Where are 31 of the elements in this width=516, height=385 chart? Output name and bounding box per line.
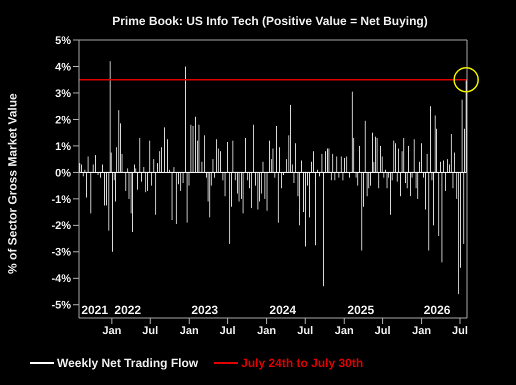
x2-tick-label: 2025 bbox=[347, 303, 374, 317]
y-tick-label: -1% bbox=[51, 194, 72, 206]
x2-tick-label: 2021 bbox=[81, 303, 108, 317]
y-tick-label: 2% bbox=[55, 114, 72, 126]
y-tick-label: -4% bbox=[51, 273, 72, 286]
y-tick-label: -3% bbox=[51, 246, 72, 259]
x-tick-label: Jan bbox=[257, 324, 276, 337]
x-tick-label: Jul bbox=[452, 324, 468, 337]
y-tick-label: -2% bbox=[51, 220, 72, 232]
y-axis-title: % of Sector Gross Market Value bbox=[5, 92, 20, 274]
x-tick-label: Jul bbox=[297, 324, 314, 337]
x-tick-label: Jul bbox=[374, 324, 391, 337]
y-tick-label: 5% bbox=[55, 34, 72, 47]
chart-title: Prime Book: US Info Tech (Positive Value = Net Buying) bbox=[111, 14, 429, 28]
x-tick-label: Jul bbox=[142, 324, 158, 337]
legend-label: July 24th to July 30th bbox=[241, 356, 364, 370]
y-tick-label: -5% bbox=[51, 300, 72, 312]
y-tick-label: 0% bbox=[55, 167, 72, 180]
y-tick-label: 1% bbox=[55, 140, 72, 153]
x2-tick-label: 2026 bbox=[424, 303, 451, 317]
x2-tick-label: 2023 bbox=[191, 303, 218, 317]
x-tick-label: Jan bbox=[102, 324, 122, 337]
y-tick-label: 4% bbox=[55, 61, 72, 74]
y-tick-label: 3% bbox=[55, 88, 72, 100]
x-tick-label: Jan bbox=[412, 324, 432, 337]
x2-tick-label: 2022 bbox=[114, 303, 142, 317]
x-tick-label: Jan bbox=[334, 324, 354, 337]
x-tick-label: Jul bbox=[220, 324, 236, 337]
x2-tick-label: 2024 bbox=[269, 303, 296, 317]
legend-label: Weekly Net Trading Flow bbox=[57, 356, 198, 370]
x-tick-label: Jan bbox=[180, 324, 199, 337]
